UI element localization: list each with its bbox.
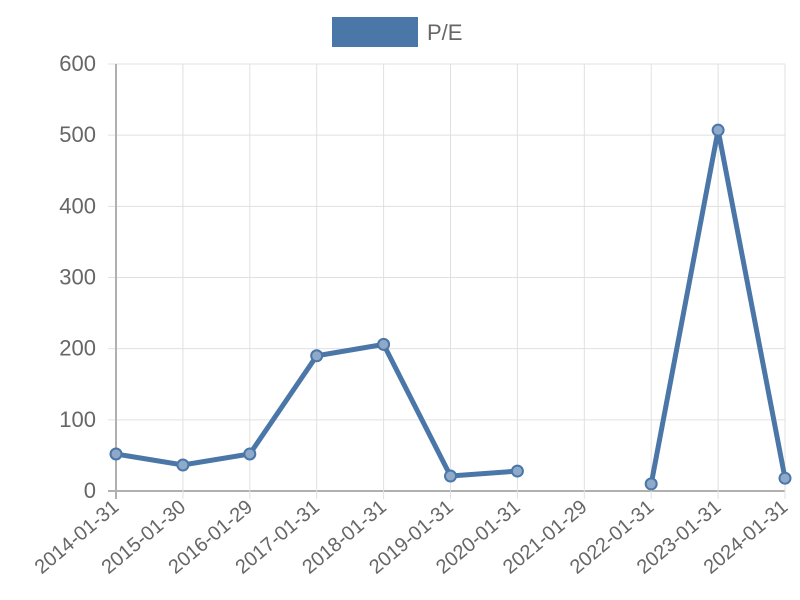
y-axis: 0 100 200 300 400 500 600 bbox=[59, 51, 96, 503]
data-point-2016-01-29[interactable] bbox=[243, 447, 257, 461]
legend[interactable]: P/E bbox=[332, 17, 462, 47]
x-axis: 2014-01-312015-01-302016-01-292017-01-31… bbox=[31, 496, 793, 579]
y-tick-label: 100 bbox=[59, 407, 96, 432]
data-point-2015-01-30[interactable] bbox=[176, 458, 190, 472]
y-tick-label: 600 bbox=[59, 51, 96, 76]
series-pe bbox=[109, 123, 792, 491]
y-tick-label: 400 bbox=[59, 193, 96, 218]
y-tick-label: 0 bbox=[84, 478, 96, 503]
data-point-2022-01-31[interactable] bbox=[644, 477, 658, 491]
data-point-2020-01-31[interactable] bbox=[510, 464, 524, 478]
legend-swatch[interactable] bbox=[332, 17, 418, 47]
grid bbox=[108, 63, 786, 499]
data-point-2019-01-31[interactable] bbox=[444, 469, 457, 483]
legend-label[interactable]: P/E bbox=[427, 20, 462, 45]
data-point-2018-01-31[interactable] bbox=[377, 337, 391, 351]
y-tick-label: 500 bbox=[59, 122, 96, 147]
data-point-2017-01-31[interactable] bbox=[310, 349, 324, 363]
y-tick-label: 300 bbox=[59, 265, 96, 290]
y-tick-label: 200 bbox=[59, 336, 96, 361]
data-point-2023-01-31[interactable] bbox=[711, 123, 725, 137]
data-point-2014-01-31[interactable] bbox=[109, 447, 123, 461]
data-point-2024-01-31[interactable] bbox=[778, 471, 792, 485]
